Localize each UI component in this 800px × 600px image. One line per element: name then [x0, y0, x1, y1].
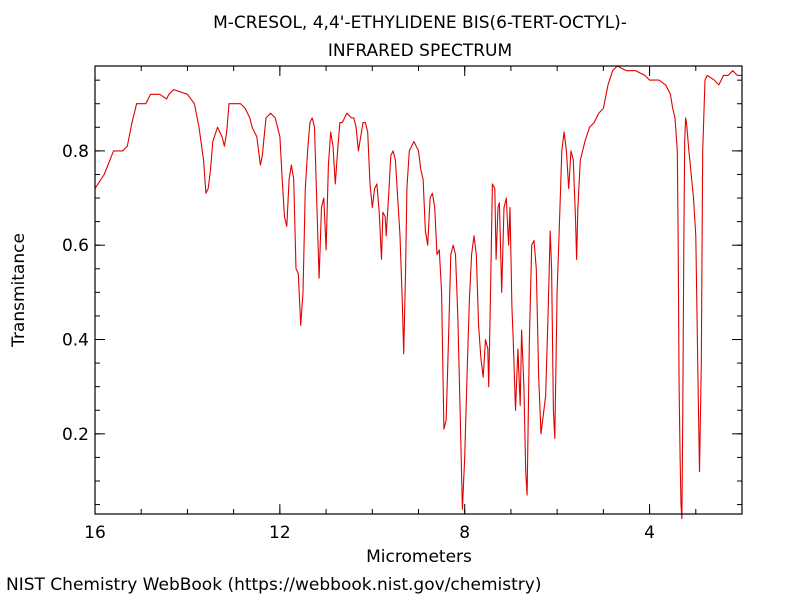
y-axis-label: Transmitance — [9, 233, 29, 348]
major-ticks — [94, 66, 742, 514]
minor-ticks — [94, 66, 743, 514]
spectrum-line — [94, 65, 742, 520]
tick-labels: 16 12 8 4 0.2 0.4 0.6 0.8 — [62, 142, 655, 543]
x-tick-label: 12 — [269, 523, 291, 543]
x-axis-label: Micrometers — [366, 547, 472, 567]
y-tick-label: 0.2 — [62, 425, 89, 445]
y-tick-label: 0.4 — [62, 331, 89, 351]
y-tick-label: 0.8 — [62, 142, 89, 162]
plot-frame — [94, 65, 743, 515]
x-tick-label: 16 — [84, 523, 106, 543]
nist-credit-text: NIST Chemistry WebBook (https://webbook.… — [6, 575, 542, 595]
chart-title: M-CRESOL, 4,4'-ETHYLIDENE BIS(6-TERT-OCT… — [213, 13, 627, 33]
chart-subtitle: INFRARED SPECTRUM — [328, 41, 512, 61]
x-tick-label: 4 — [644, 523, 655, 543]
y-tick-label: 0.6 — [62, 236, 89, 256]
x-tick-label: 8 — [459, 523, 470, 543]
